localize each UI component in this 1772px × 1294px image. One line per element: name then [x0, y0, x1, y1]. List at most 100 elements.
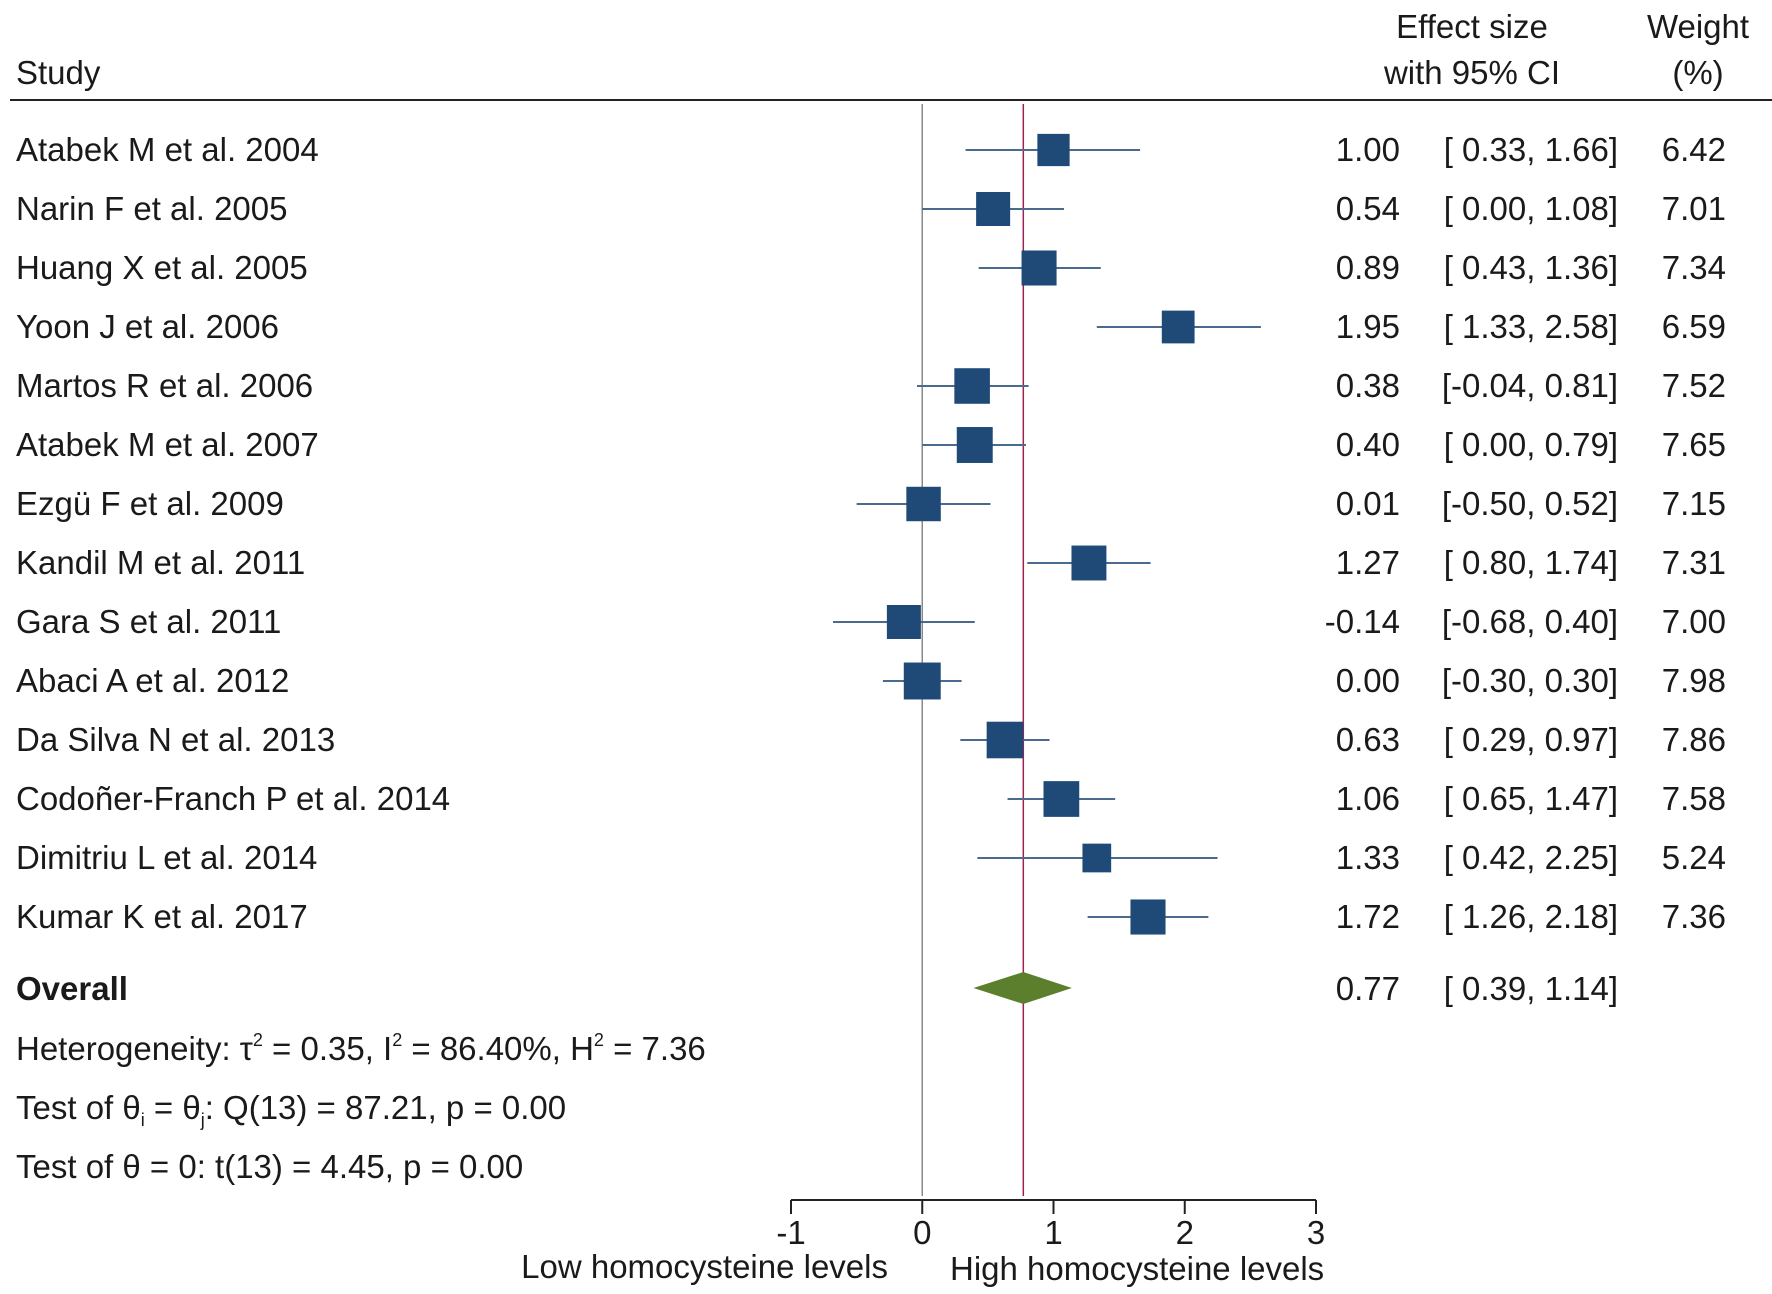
effect-size-value: 0.01	[1336, 485, 1400, 522]
overall-es: 0.77	[1336, 970, 1400, 1007]
x-tick-label: 0	[913, 1214, 931, 1251]
effect-marker	[1161, 310, 1195, 344]
effect-marker	[1037, 133, 1070, 167]
header-weight-unit: (%)	[1672, 54, 1723, 91]
study-row: Gara S et al. 2011 -0.14 [-0.68, 0.40] 7.00	[16, 603, 1726, 640]
weight-value: 7.01	[1662, 190, 1726, 227]
study-name: Kandil M et al. 2011	[16, 544, 305, 581]
x-axis: -1 0 1 2 3 Low homocysteine levels High homo…	[521, 1199, 1325, 1287]
header-study: Study	[16, 54, 101, 91]
ci-value: [ 0.43, 1.36]	[1444, 249, 1618, 286]
weight-value: 7.36	[1662, 898, 1726, 935]
weight-value: 7.31	[1662, 544, 1726, 581]
ci-value: [-0.50, 0.52]	[1442, 485, 1618, 522]
study-name: Gara S et al. 2011	[16, 603, 281, 640]
x-axis-label-right: High homocysteine levels	[950, 1250, 1324, 1287]
x-tick-label: -1	[776, 1214, 805, 1251]
study-name: Huang X et al. 2005	[16, 249, 308, 286]
x-tick-label: 2	[1176, 1214, 1194, 1251]
study-row: Martos R et al. 2006 0.38 [-0.04, 0.81] 7.5…	[16, 367, 1726, 404]
x-axis-label-left: Low homocysteine levels	[521, 1248, 888, 1285]
ci-value: [ 0.29, 0.97]	[1444, 721, 1618, 758]
study-row: Narin F et al. 2005 0.54 [ 0.00, 1.08] 7.01	[16, 190, 1726, 227]
study-name: Dimitriu L et al. 2014	[16, 839, 317, 876]
weight-value: 6.59	[1662, 308, 1726, 345]
study-rows: Atabek M et al. 2004 1.00 [ 0.33, 1.66] 6.4…	[16, 131, 1726, 935]
effect-size-value: 0.40	[1336, 426, 1400, 463]
study-row: Codoñer-Franch P et al. 2014 1.06 [ 0.65, …	[16, 780, 1726, 817]
effect-size-value: 0.63	[1336, 721, 1400, 758]
ci-value: [ 0.42, 2.25]	[1444, 839, 1618, 876]
study-name: Da Silva N et al. 2013	[16, 721, 335, 758]
overall-effect-test: Test of θ = 0: t(13) = 4.45, p = 0.00	[16, 1148, 523, 1185]
effect-size-value: 1.27	[1336, 544, 1400, 581]
effect-marker	[906, 486, 941, 522]
header-effect-size: Effect size	[1396, 8, 1548, 45]
weight-value: 7.15	[1662, 485, 1726, 522]
overall-ci: [ 0.39, 1.14]	[1444, 970, 1618, 1007]
effect-size-value: 1.95	[1336, 308, 1400, 345]
ci-value: [-0.04, 0.81]	[1442, 367, 1618, 404]
effect-size-value: 0.54	[1336, 190, 1400, 227]
header-weight: Weight	[1647, 8, 1749, 45]
weight-value: 7.34	[1662, 249, 1726, 286]
effect-marker	[986, 721, 1024, 759]
effect-marker	[954, 368, 990, 404]
effect-marker	[1071, 545, 1107, 581]
ci-value: [ 1.33, 2.58]	[1444, 308, 1618, 345]
study-row: Ezgü F et al. 2009 0.01 [-0.50, 0.52] 7.15	[16, 485, 1726, 522]
effect-marker	[1043, 781, 1080, 817]
study-row: Huang X et al. 2005 0.89 [ 0.43, 1.36] 7.34	[16, 249, 1726, 286]
effect-size-value: 0.38	[1336, 367, 1400, 404]
x-tick-label: 3	[1307, 1214, 1325, 1251]
study-row: Kandil M et al. 2011 1.27 [ 0.80, 1.74] 7.3…	[16, 544, 1726, 581]
study-row: Atabek M et al. 2007 0.40 [ 0.00, 0.79] 7.6…	[16, 426, 1726, 463]
effect-size-value: 1.72	[1336, 898, 1400, 935]
study-row: Kumar K et al. 2017 1.72 [ 1.26, 2.18] 7.36	[16, 898, 1726, 935]
overall-diamond	[973, 972, 1072, 1004]
study-name: Martos R et al. 2006	[16, 367, 313, 404]
effect-marker	[956, 427, 993, 463]
ci-value: [-0.68, 0.40]	[1442, 603, 1618, 640]
study-name: Codoñer-Franch P et al. 2014	[16, 780, 450, 817]
overall-label: Overall	[16, 970, 128, 1007]
study-name: Narin F et al. 2005	[16, 190, 287, 227]
x-tick-label: 1	[1044, 1214, 1062, 1251]
study-row: Da Silva N et al. 2013 0.63 [ 0.29, 0.97] 7…	[16, 721, 1726, 759]
ci-value: [-0.30, 0.30]	[1442, 662, 1618, 699]
weight-value: 5.24	[1662, 839, 1726, 876]
study-row: Yoon J et al. 2006 1.95 [ 1.33, 2.58] 6.59	[16, 308, 1726, 345]
ci-value: [ 0.65, 1.47]	[1444, 780, 1618, 817]
study-row: Abaci A et al. 2012 0.00 [-0.30, 0.30] 7.98	[16, 662, 1726, 700]
study-name: Ezgü F et al. 2009	[16, 485, 284, 522]
effect-marker	[903, 662, 941, 700]
overall-row: Overall 0.77 [ 0.39, 1.14]	[16, 970, 1618, 1007]
study-row: Atabek M et al. 2004 1.00 [ 0.33, 1.66] 6.4…	[16, 131, 1726, 168]
study-row: Dimitriu L et al. 2014 1.33 [ 0.42, 2.25] 5…	[16, 839, 1726, 876]
study-name: Abaci A et al. 2012	[16, 662, 289, 699]
study-name: Atabek M et al. 2004	[16, 131, 319, 168]
effect-marker	[886, 605, 921, 639]
effect-size-value: 0.00	[1336, 662, 1400, 699]
effect-size-value: -0.14	[1325, 603, 1400, 640]
ci-value: [ 0.33, 1.66]	[1444, 131, 1618, 168]
weight-value: 7.00	[1662, 603, 1726, 640]
study-name: Kumar K et al. 2017	[16, 898, 308, 935]
heterogeneity-stat: Heterogeneity: τ2 = 0.35, I2 = 86.40%, H…	[16, 1030, 706, 1067]
effect-size-value: 0.89	[1336, 249, 1400, 286]
header-ci: with 95% CI	[1383, 54, 1560, 91]
weight-value: 6.42	[1662, 131, 1726, 168]
effect-size-value: 1.33	[1336, 839, 1400, 876]
effect-marker	[1130, 899, 1166, 935]
effect-marker	[1082, 843, 1112, 873]
ci-value: [ 0.00, 1.08]	[1444, 190, 1618, 227]
study-name: Yoon J et al. 2006	[16, 308, 279, 345]
effect-marker	[1021, 250, 1057, 286]
homogeneity-test: Test of θi = θj: Q(13) = 87.21, p = 0.00	[16, 1089, 566, 1130]
ci-value: [ 1.26, 2.18]	[1444, 898, 1618, 935]
weight-value: 7.86	[1662, 721, 1726, 758]
ci-value: [ 0.00, 0.79]	[1444, 426, 1618, 463]
ci-value: [ 0.80, 1.74]	[1444, 544, 1618, 581]
effect-marker	[976, 191, 1011, 227]
